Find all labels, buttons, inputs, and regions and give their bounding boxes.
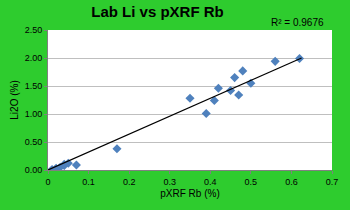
svg-text:0.5: 0.5 — [245, 177, 258, 187]
svg-text:R² = 0.9676: R² = 0.9676 — [271, 17, 324, 28]
svg-text:0.7: 0.7 — [326, 177, 339, 187]
svg-text:0.3: 0.3 — [163, 177, 176, 187]
svg-text:0.1: 0.1 — [82, 177, 95, 187]
svg-text:0.50: 0.50 — [25, 137, 43, 147]
svg-text:2.50: 2.50 — [25, 25, 43, 35]
svg-text:1.50: 1.50 — [25, 81, 43, 91]
svg-text:Li2O (%): Li2O (%) — [9, 80, 20, 119]
svg-text:0.6: 0.6 — [285, 177, 298, 187]
svg-text:0.4: 0.4 — [204, 177, 217, 187]
svg-text:0: 0 — [45, 177, 50, 187]
svg-text:Lab Li vs pXRF Rb: Lab Li vs pXRF Rb — [91, 3, 224, 20]
svg-text:0.2: 0.2 — [123, 177, 136, 187]
svg-text:pXRF Rb (%): pXRF Rb (%) — [160, 188, 219, 199]
svg-text:2.00: 2.00 — [25, 53, 43, 63]
svg-text:1.00: 1.00 — [25, 109, 43, 119]
svg-text:0.00: 0.00 — [25, 165, 43, 175]
